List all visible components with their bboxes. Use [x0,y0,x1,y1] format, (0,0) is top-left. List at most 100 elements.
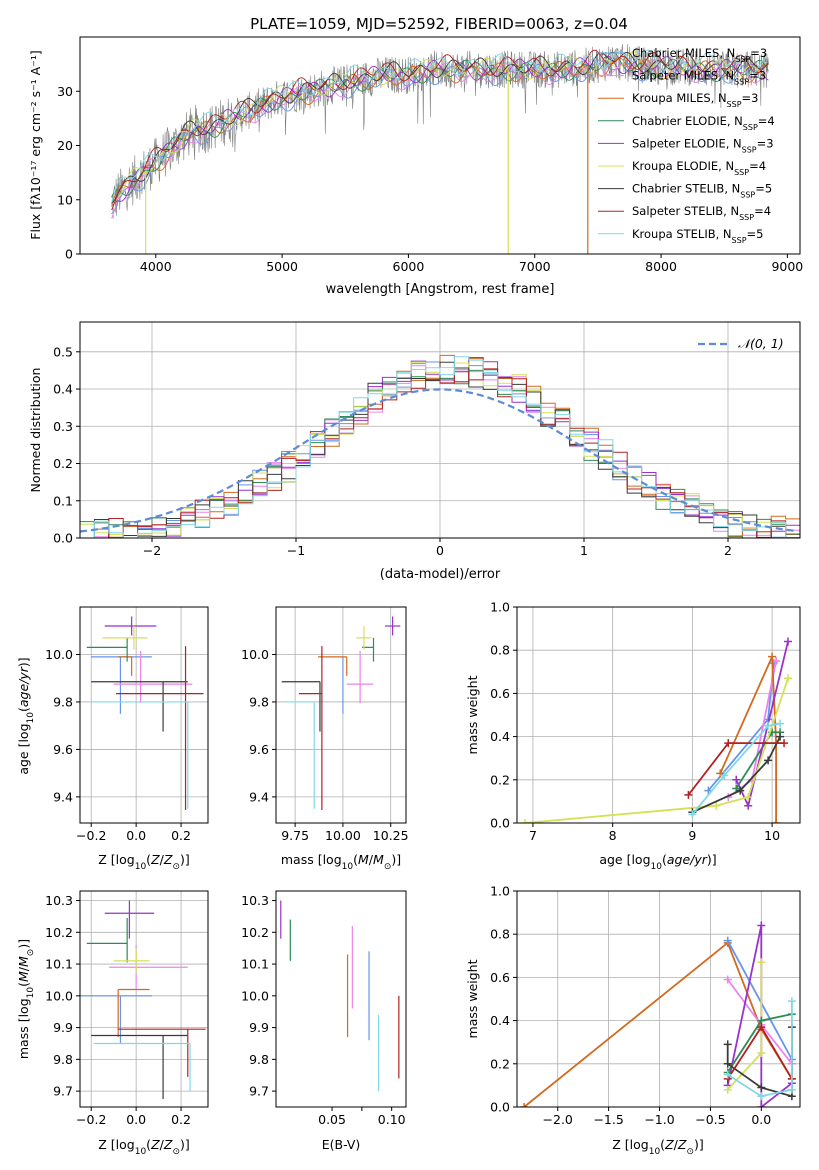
x-tick-label: 10 [764,828,780,843]
spectrum-panel: 4000 5000 6000 7000 8000 9000 0 10 20 30 Chabrier … [28,36,803,297]
x-tick-label: 4000 [140,259,172,274]
age-vs-Z-plot-area [86,616,204,810]
y-tick-label: 10.2 [241,925,269,940]
series-point [776,732,785,741]
y-tick-label: 10.0 [241,647,269,662]
y-tick-label: 1.0 [490,600,510,615]
model-spectrum-kroupa-elodie [111,51,769,205]
y-tick-label: 0.6 [490,970,510,985]
x-tick-label: 10.25 [373,828,409,843]
mass-vs-Z-panel: −0.2 0.0 0.2 9.7 9.8 9.9 10.0 10.1 10.2 10.3 Z [lo… [16,890,209,1157]
series-point [772,657,781,665]
x-tick-label: 9000 [771,259,803,274]
weight-vs-age-panel: 7 8 9 10 0.0 0.2 0.4 0.6 0.8 1.0 age [log10(age/yr… [465,600,801,872]
y-tick-label: 9.6 [53,742,73,757]
y-tick-label: 10 [57,192,73,207]
x-tick-label: −0.2 [76,1112,106,1127]
series-line [691,722,781,815]
age-vs-Z-frame [79,606,209,824]
x-tick-label: 6000 [393,259,425,274]
x-tick-label: 0.0 [126,1112,146,1127]
legend-entry: Chabrier ELODIE, NSSP=4 [632,114,775,132]
series-point [784,637,793,646]
age-vs-mass-plot-area [281,616,401,810]
x-axis-label: (data-model)/error [380,567,501,582]
series-point [787,1085,796,1094]
weight-vs-age-frame [516,606,801,824]
series-line [692,736,781,814]
y-tick-label: 9.8 [53,694,73,709]
y-tick-label: 10.3 [241,893,269,908]
mass-vs-EBV-plot-area [280,900,400,1092]
x-tick-label: 1 [580,543,588,558]
y-tick-label: 0.0 [490,816,510,831]
legend-entry: Chabrier STELIB, NSSP=5 [632,182,772,200]
y-tick-label: 9.6 [249,742,269,757]
y-tick-label: 0.4 [490,729,510,744]
x-tick-label: −1.0 [644,1112,674,1127]
series-point [723,1040,732,1049]
series-point [744,793,753,802]
mass-vs-Z-plot-area [80,900,206,1100]
series-point [736,786,745,795]
x-tick-label: 7000 [519,259,551,274]
x-tick-label: 8000 [645,259,677,274]
x-tick-label: 5000 [266,259,298,274]
series-point [732,775,741,784]
x-tick-label: 0.2 [171,1112,191,1127]
legend-entry: Kroupa STELIB, NSSP=5 [632,227,763,245]
y-tick-label: 0.6 [490,686,510,701]
legend-entry: 𝒩(0, 1) [738,336,784,351]
figure-title: PLATE=1059, MJD=52592, FIBERID=0063, z=0… [250,15,628,33]
y-tick-label: 0 [65,247,73,262]
x-axis-label: Z [log10(Z/Z⊙)] [98,1137,190,1157]
y-tick-label: 9.8 [249,694,269,709]
y-tick-label: 0.2 [490,772,510,787]
y-axis-label: mass [log10(M/M⊙)] [16,939,36,1059]
x-tick-label: 9 [688,828,696,843]
y-tick-label: 0.0 [490,1100,510,1115]
series-point [724,739,733,748]
x-tick-label: 7 [529,828,537,843]
x-tick-label: −2.0 [543,1112,573,1127]
x-tick-label: −0.5 [695,1112,725,1127]
series-point [757,958,766,967]
series-point [684,790,693,799]
spectrum-plot-area [111,43,769,254]
y-tick-label: 30 [57,84,73,99]
x-tick-label: 2 [724,543,732,558]
series-point [744,801,753,810]
series-point [520,1103,529,1107]
y-tick-label: 10.0 [45,647,73,662]
y-tick-label: 9.7 [53,1084,73,1099]
y-axis-label: age [log10(age/yr)] [16,657,36,774]
y-tick-label: 0.8 [490,643,510,658]
y-tick-label: 0.5 [53,344,73,359]
x-tick-label: 0.10 [378,1112,406,1127]
series-line [726,940,793,1060]
y-tick-label: 0.1 [53,493,73,508]
model-spectrum-kroupa-miles [111,57,769,207]
x-tick-label: 0.0 [126,828,146,843]
weight-vs-Z-panel: −2.0 −1.5 −1.0 −0.5 0.0 0.0 0.2 0.4 0.6 0.8 1.0 Z [… [465,884,801,1157]
y-tick-label: 0.8 [490,927,510,942]
y-tick-label: 9.7 [249,1084,269,1099]
age-vs-mass-frame [275,606,407,824]
legend-entry: Kroupa MILES, NSSP=3 [632,91,758,109]
y-tick-label: 0.2 [53,456,73,471]
model-spectrum-salpeter-elodie [111,55,769,204]
model-spectrum-chabrier-miles [111,59,769,215]
y-tick-label: 0.2 [490,1056,510,1071]
legend-entry: Kroupa ELODIE, NSSP=4 [632,159,766,177]
y-axis-label: Flux [fλ10⁻¹⁷ erg cm⁻² s⁻¹ A⁻¹] [28,50,43,239]
legend-entry: Chabrier MILES, NSSP=3 [632,46,767,64]
series-point [776,719,785,728]
y-tick-label: 9.8 [249,1052,269,1067]
series-point [784,674,793,683]
series-point [757,1103,766,1107]
y-tick-label: 0.4 [490,1013,510,1028]
model-spectrum-chabrier-stelib [111,51,769,205]
series-point [768,652,777,661]
y-tick-label: 10.0 [241,988,269,1003]
